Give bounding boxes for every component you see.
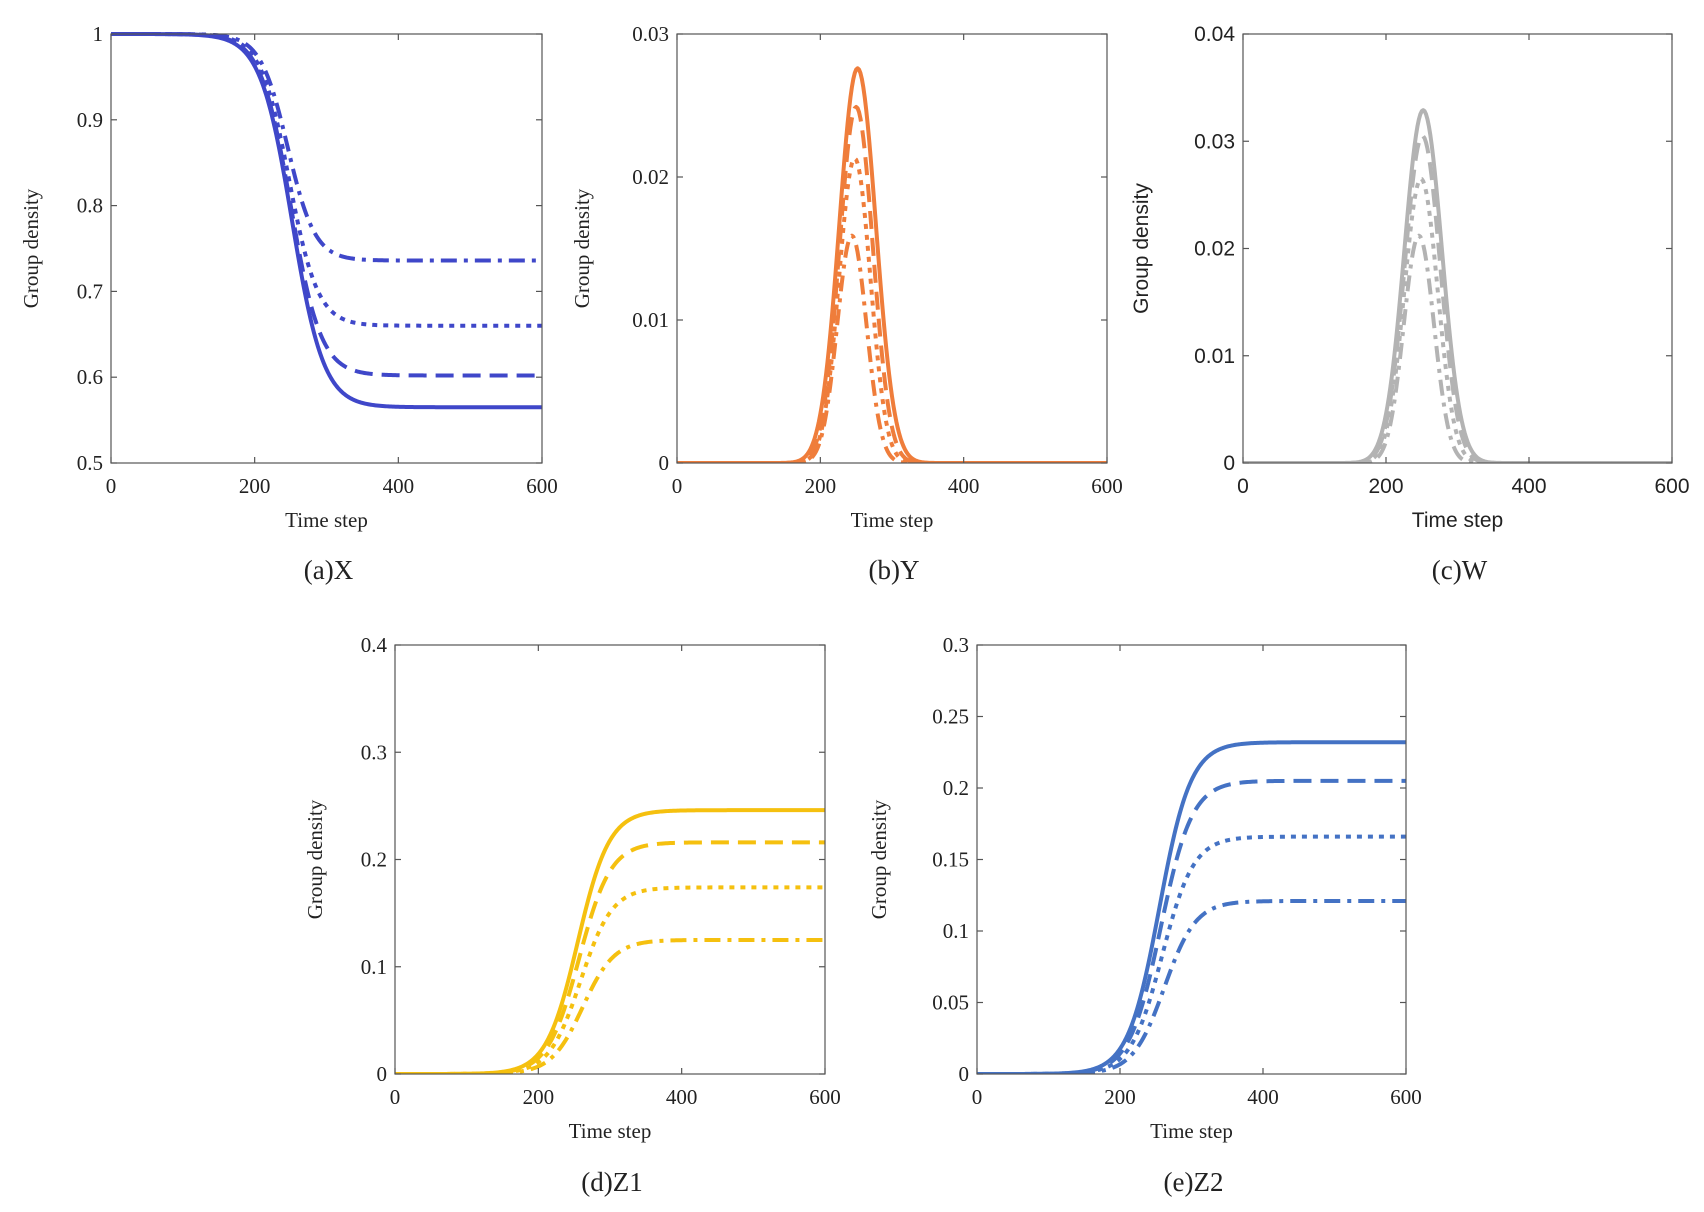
x-tick-label: 400 [948, 474, 980, 498]
series-dashed-line [677, 104, 1107, 463]
chart-caption: (e)Z2 [1164, 1167, 1224, 1197]
series-dashdot-line [977, 898, 1406, 1074]
series-solid-line [395, 808, 825, 1074]
y-tick-label: 0 [377, 1062, 388, 1086]
series-solid-line [677, 66, 1107, 463]
x-tick-label: 200 [1104, 1085, 1136, 1109]
y-tick-label: 0 [959, 1062, 970, 1086]
x-tick-label: 600 [1390, 1085, 1422, 1109]
x-tick-label: 600 [1654, 475, 1689, 498]
x-tick-label: 600 [809, 1085, 841, 1109]
plot-frame [676, 33, 1108, 464]
y-tick-label: 1 [93, 22, 104, 46]
y-tick-label: 0.03 [1194, 130, 1235, 153]
y-tick-label: 0.1 [361, 955, 387, 979]
y-axis-label: Group density [867, 799, 891, 919]
x-axis-label: Time step [851, 508, 934, 532]
y-tick-label: 0.5 [77, 451, 103, 475]
x-tick-label: 200 [805, 474, 837, 498]
series-dashdot-line [677, 233, 1107, 463]
series-dashed-line [1243, 134, 1672, 463]
chart-e: 0 200 400 600 0 0.05 0.1 0.15 0.2 0.25 0.3 Time ste… [867, 633, 1422, 1197]
chart-caption: (c)W [1432, 555, 1488, 585]
x-tick-label: 400 [1511, 475, 1546, 498]
x-tick-label: 0 [390, 1085, 401, 1109]
y-tick-label: 0.05 [932, 991, 969, 1015]
x-tick-label: 400 [666, 1085, 698, 1109]
y-tick-label: 0.2 [361, 848, 387, 872]
y-axis-label: Group density [19, 188, 43, 308]
chart-caption: (d)Z1 [581, 1167, 642, 1197]
y-axis-label: Group density [570, 188, 594, 308]
y-tick-label: 0.4 [361, 633, 388, 657]
series-solid-line [111, 32, 542, 410]
y-tick-label: 0.1 [943, 919, 969, 943]
y-tick-label: 0.3 [943, 633, 969, 657]
plot-frame [976, 644, 1407, 1075]
x-tick-label: 600 [1091, 474, 1123, 498]
y-axis-label: Group density [303, 799, 327, 919]
series-solid-line [1243, 108, 1672, 463]
series-dotted-line [111, 32, 542, 328]
series-solid-line [977, 740, 1406, 1074]
x-axis-label: Time step [1412, 509, 1503, 532]
y-tick-label: 0.04 [1194, 23, 1235, 46]
y-tick-label: 0.3 [361, 740, 387, 764]
chart-b: 0 200 400 600 0 0.01 0.02 0.03 Time step Group de… [570, 22, 1123, 585]
y-tick-label: 0.02 [632, 165, 669, 189]
x-tick-label: 0 [972, 1085, 983, 1109]
y-tick-label: 0 [1223, 452, 1235, 475]
series-dashdot-line [1243, 233, 1672, 463]
x-tick-label: 600 [526, 474, 558, 498]
chart-d: 0 200 400 600 0 0.1 0.2 0.3 0.4 Time step Group de… [303, 633, 841, 1197]
y-tick-label: 0.25 [932, 705, 969, 729]
series-dashed-line [111, 32, 542, 378]
x-tick-label: 0 [1237, 475, 1249, 498]
x-axis-label: Time step [1150, 1119, 1233, 1143]
y-tick-label: 0.7 [77, 279, 103, 303]
x-tick-label: 200 [1368, 475, 1403, 498]
chart-c: 0 200 400 600 0 0.01 0.02 0.03 0.04 Time step Grou… [1130, 23, 1690, 585]
series-dashdot-line [395, 937, 825, 1074]
x-tick-label: 400 [383, 474, 415, 498]
chart-a: 0 200 400 600 0.5 0.6 0.7 0.8 0.9 1 Time step Group… [19, 22, 558, 585]
series-dotted-line [395, 885, 825, 1074]
y-tick-label: 0 [659, 451, 670, 475]
y-tick-label: 0.01 [632, 308, 669, 332]
series-dashed-line [977, 778, 1406, 1074]
y-tick-label: 0.9 [77, 108, 103, 132]
series-dotted-line [977, 834, 1406, 1074]
x-tick-label: 200 [239, 474, 271, 498]
y-tick-label: 0.6 [77, 365, 103, 389]
x-tick-label: 200 [523, 1085, 555, 1109]
y-tick-label: 0.2 [943, 776, 969, 800]
x-tick-label: 0 [672, 474, 683, 498]
plot-frame [110, 33, 543, 464]
y-tick-label: 0.15 [932, 848, 969, 872]
y-tick-label: 0.01 [1194, 345, 1235, 368]
x-axis-label: Time step [569, 1119, 652, 1143]
x-axis-label: Time step [285, 508, 368, 532]
y-tick-label: 0.02 [1194, 238, 1235, 261]
series-dotted-line [677, 156, 1107, 463]
plot-frame [394, 644, 826, 1075]
series-dashdot-line [111, 32, 542, 263]
chart-caption: (a)X [304, 555, 354, 585]
x-tick-label: 400 [1247, 1085, 1279, 1109]
x-tick-label: 0 [106, 474, 117, 498]
y-axis-label: Group density [1130, 183, 1153, 314]
chart-caption: (b)Y [869, 555, 920, 585]
y-tick-label: 0.03 [632, 22, 669, 46]
y-tick-label: 0.8 [77, 194, 103, 218]
